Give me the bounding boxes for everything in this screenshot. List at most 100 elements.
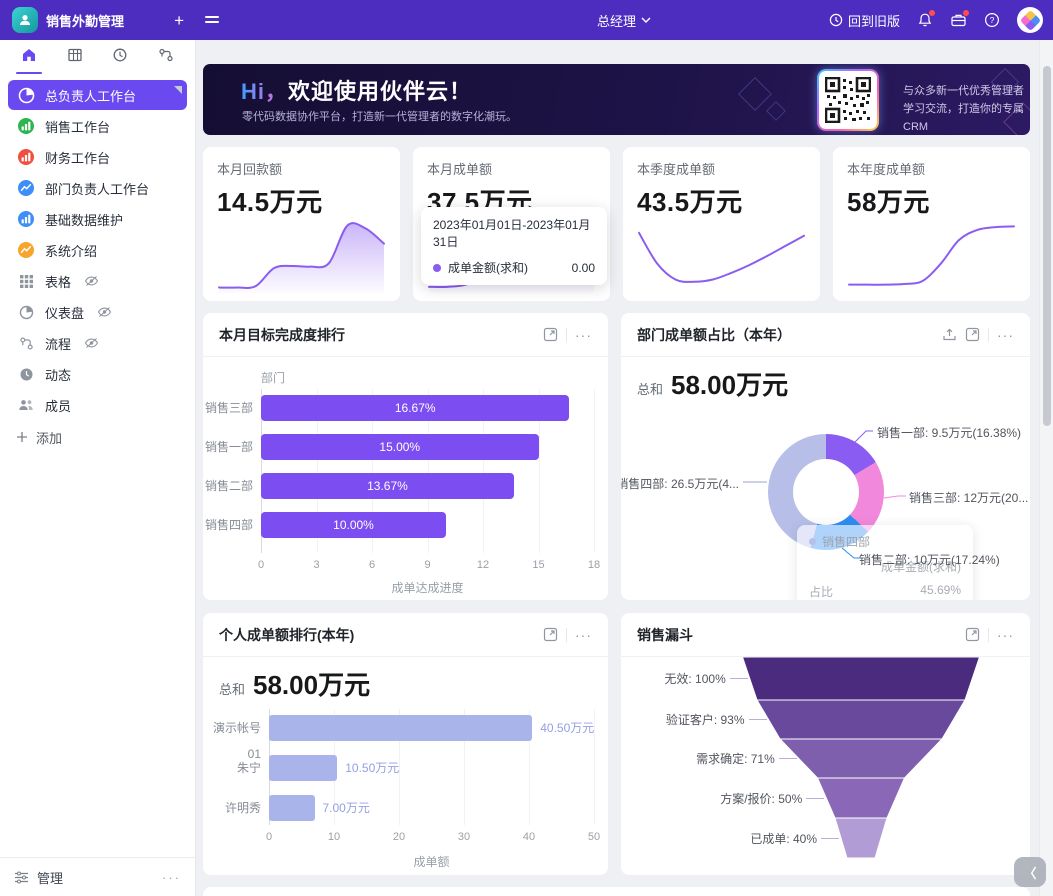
back-to-old-version-button[interactable]: 回到旧版: [829, 11, 900, 30]
scroll-corner-handle[interactable]: [174, 86, 182, 94]
sidebar-manage[interactable]: 管理 ···: [0, 857, 195, 896]
bar-演示帐号01[interactable]: [269, 715, 533, 741]
card-personal-ranking: 个人成单额排行(本年) ··· 总和 58.00万元 0 10 20 30 40 50 演示…: [203, 613, 608, 875]
bar-value-label: 10.00%: [333, 518, 374, 532]
total-label: 总和: [219, 682, 246, 697]
stat-card-year-deals[interactable]: 本年度成单额 58万元: [833, 147, 1030, 301]
x-axis-label: 成单达成进度: [391, 581, 464, 595]
sidebar-tab-table[interactable]: [52, 40, 98, 74]
eye-hidden-icon[interactable]: [84, 275, 99, 287]
sidebar-tab-flow[interactable]: [143, 40, 189, 74]
welcome-banner[interactable]: Hi，欢迎使用伙伴云！ 零代码数据协作平台，打造新一代管理者的数字化潮玩。: [203, 64, 1030, 135]
stat-card-monthly-deals[interactable]: 本月成单额 37.5万元 2023年01月01日-2023年01月31日 成单金…: [413, 147, 610, 301]
banner-hi: Hi，: [241, 79, 289, 104]
history-icon: [829, 13, 843, 27]
more-icon[interactable]: ···: [997, 626, 1014, 643]
eye-hidden-icon[interactable]: [84, 337, 99, 349]
partial-next-card: [203, 887, 1030, 896]
label-connector: [778, 758, 797, 759]
download-icon[interactable]: [942, 327, 957, 342]
bottom-right-collapse-button[interactable]: 〈: [1014, 857, 1046, 887]
x-tick: 20: [392, 831, 406, 843]
sidebar-add-button[interactable]: 添加: [0, 422, 195, 452]
sidebar-item-基础数据维护[interactable]: 基础数据维护: [8, 204, 187, 234]
tooltip-series-value: 0.00: [571, 260, 595, 275]
qr-caption-line2: 学习交流，打造你的专属CRM: [903, 103, 1024, 133]
funnel-stage-已成单: 40%[interactable]: [834, 817, 888, 859]
sidebar-item-总负责人工作台[interactable]: 总负责人工作台: [8, 80, 187, 110]
briefcase-icon: [951, 14, 966, 27]
stat-card-monthly-payment[interactable]: 本月回款额 14.5万元: [203, 147, 400, 301]
label-connector: [748, 719, 767, 720]
label-connector: [729, 678, 748, 679]
tooltip-row-label: 成单金额(求和): [881, 560, 961, 574]
expand-icon[interactable]: [543, 327, 558, 342]
sidebar-item-系统介绍[interactable]: 系统介绍: [8, 235, 187, 265]
category-label: 销售二部: [204, 479, 253, 493]
slice-label-销售一部: 销售一部: 9.5万元(16.38%): [877, 426, 1022, 440]
funnel-stage-方案/报价: 50%[interactable]: [816, 777, 906, 819]
user-avatar[interactable]: [1017, 7, 1043, 33]
sidebar-item-部门负责人工作台[interactable]: 部门负责人工作台: [8, 173, 187, 203]
sidebar-tab-home[interactable]: [6, 40, 52, 74]
bar-销售一部[interactable]: 15.00%: [261, 434, 539, 460]
bars-icon: [16, 147, 36, 167]
grid-line: [399, 709, 400, 825]
bar-销售四部[interactable]: 10.00%: [261, 512, 446, 538]
app-title: 销售外勤管理: [46, 13, 125, 29]
total-value: 58.00万元: [253, 670, 371, 700]
bar-销售二部[interactable]: 13.67%: [261, 473, 514, 499]
tooltip-row-value: 45.69%: [920, 583, 961, 597]
manage-icon: [15, 871, 28, 883]
funnel-stage-需求确定: 71%[interactable]: [778, 738, 944, 779]
bar-销售三部[interactable]: 16.67%: [261, 395, 570, 421]
expand-icon[interactable]: [543, 627, 558, 642]
x-tick: 30: [457, 831, 471, 843]
bar-许明秀[interactable]: [269, 795, 315, 821]
chart-title: 部门成单额占比（本年）: [637, 326, 791, 343]
sidebar-item-销售工作台[interactable]: 销售工作台: [8, 111, 187, 141]
sidebar-item-表格[interactable]: 表格: [8, 266, 187, 296]
expand-icon[interactable]: [965, 327, 980, 342]
more-icon[interactable]: ···: [997, 326, 1014, 343]
grid-line: [594, 389, 595, 553]
sidebar-item-动态[interactable]: 动态: [8, 359, 187, 389]
more-icon[interactable]: ···: [575, 326, 592, 343]
menu-toggle-icon[interactable]: [204, 13, 220, 32]
category-label: 许明秀: [224, 801, 261, 815]
workbench-button[interactable]: [950, 10, 969, 28]
funnel-stage-label: 需求确定: 71%: [696, 751, 797, 767]
stat-title: 本年度成单额: [847, 162, 926, 177]
add-app-button[interactable]: +: [174, 10, 184, 30]
x-tick: 40: [522, 831, 536, 843]
more-icon[interactable]: ···: [575, 626, 592, 643]
sidebar-item-成员[interactable]: 成员: [8, 390, 187, 420]
sidebar-tab-clock[interactable]: [98, 40, 144, 74]
question-icon: ?: [984, 12, 1000, 28]
banner-decoration: [738, 77, 772, 111]
notifications-button[interactable]: [917, 10, 935, 28]
scrollbar-thumb[interactable]: [1043, 66, 1051, 426]
bars-icon: [16, 209, 36, 229]
sidebar-item-流程[interactable]: 流程: [8, 328, 187, 358]
sidebar-item-label: 部门负责人工作台: [45, 181, 150, 197]
help-button[interactable]: ?: [984, 12, 1000, 28]
funnel-stage-验证客户: 93%[interactable]: [756, 699, 966, 740]
manage-more-icon[interactable]: ···: [162, 869, 181, 885]
manage-label: 管理: [37, 870, 64, 886]
divider: [988, 627, 989, 642]
bar-朱宁[interactable]: [269, 755, 338, 781]
sidebar-item-财务工作台[interactable]: 财务工作台: [8, 142, 187, 172]
funnel-stage-无效: 100%[interactable]: [741, 657, 981, 701]
qr-caption: 与众多新一代优秀管理者 学习交流，打造你的专属CRM: [903, 82, 1030, 135]
bar-value-label: 10.50万元: [345, 761, 400, 775]
sparkline-chart: [847, 213, 1016, 293]
sidebar-tabs: [0, 40, 195, 74]
sidebar-item-label: 总负责人工作台: [45, 88, 137, 104]
expand-icon[interactable]: [965, 627, 980, 642]
role-selector[interactable]: 总经理: [597, 0, 651, 40]
series-dot: [809, 538, 816, 545]
stat-card-quarter-deals[interactable]: 本季度成单额 43.5万元: [623, 147, 820, 301]
eye-hidden-icon[interactable]: [97, 306, 112, 318]
sidebar-item-仪表盘[interactable]: 仪表盘: [8, 297, 187, 327]
